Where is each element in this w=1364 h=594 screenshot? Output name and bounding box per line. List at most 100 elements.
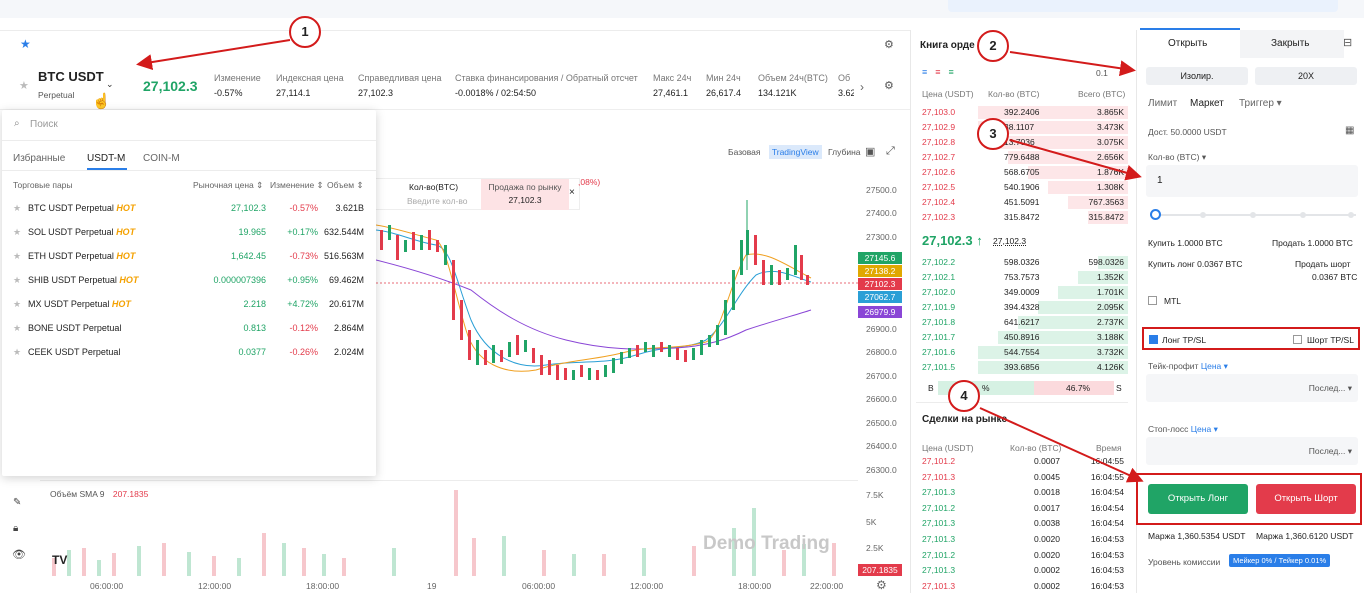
y-tick: 26900.0	[866, 324, 897, 334]
tab-coin-m[interactable]: COIN-M	[143, 153, 180, 164]
orderbook-row[interactable]: 27,102.1 753.7573 1.352K	[916, 270, 1128, 285]
orderbook-row[interactable]: 27,102.0 349.0009 1.701K	[916, 285, 1128, 300]
market-pair: MX USDT Perpetual HOT	[28, 299, 131, 309]
orderbook-step[interactable]: 0.1	[1096, 68, 1108, 78]
chevron-right-icon[interactable]: ›	[860, 80, 864, 94]
orderbook-row[interactable]: 27,101.6 544.7554 3.732K	[916, 345, 1128, 360]
tab-active-underline	[87, 168, 127, 170]
fullscreen-icon[interactable]: ⤢	[886, 145, 895, 157]
tab-close[interactable]: Закрыть	[1271, 38, 1310, 49]
chart-basic-tab[interactable]: Базовая	[728, 147, 761, 157]
market-row[interactable]: ★ BTC USDT Perpetual HOT 27,102.3 -0.57% 3.6…	[2, 196, 376, 220]
quick-sell-button[interactable]: Продажа по рынку 27,102.3	[481, 179, 569, 210]
orderbook-row[interactable]: 27,101.7 450.8916 3.188K	[916, 330, 1128, 345]
star-icon[interactable]: ★	[13, 275, 22, 285]
order-type-market[interactable]: Маркет	[1190, 98, 1224, 109]
search-icon: ⌕	[14, 118, 20, 129]
order-type-trigger[interactable]: Триггер ▾	[1239, 98, 1282, 109]
symbol-name: BTC USDT	[38, 69, 104, 84]
eye-icon[interactable]: 👁︎	[12, 549, 26, 561]
orderbook-row[interactable]: 27,101.8 641.6217 2.737K	[916, 315, 1128, 330]
ticker-bar	[0, 62, 910, 110]
fee-badge[interactable]: Мейкер 0% / Тейкер 0.01%	[1229, 554, 1331, 567]
trade-row: 27,101.3 0.0020 16:04:53	[922, 534, 1124, 544]
stop-loss-input[interactable]: Послед... ▾	[1146, 437, 1358, 465]
qty-label[interactable]: Кол-во (BTC) ▾	[1148, 152, 1207, 162]
star-icon[interactable]: ★	[13, 251, 22, 261]
market-change: -0.57%	[289, 203, 318, 213]
qty-input[interactable]: 1	[1146, 165, 1358, 197]
market-row[interactable]: ★ MX USDT Perpetual HOT 2.218 +4.72% 20.617M	[2, 292, 376, 316]
orderbook-row[interactable]: 27,102.3 315.8472 315.8472	[916, 210, 1128, 225]
qty-slider[interactable]	[1150, 208, 1356, 222]
star-icon[interactable]: ★	[13, 299, 22, 309]
quick-qty-input[interactable]: Введите кол-во	[407, 196, 468, 206]
leverage-button[interactable]: 20X	[1255, 67, 1357, 85]
market-row[interactable]: ★ ETH USDT Perpetual HOT 1,642.45 -0.73% 516…	[2, 244, 376, 268]
open-buttons-highlight-box	[1136, 473, 1362, 525]
symbol-selector[interactable]: BTC USDT Perpetual ⌄	[38, 69, 133, 103]
open-short-button[interactable]: Открыть Шорт	[1256, 484, 1356, 514]
favorite-star-icon[interactable]: ★	[19, 80, 29, 92]
layout-icon[interactable]: ▣	[865, 146, 876, 158]
price-tag: 27062.7	[858, 291, 902, 303]
star-icon[interactable]: ★	[13, 227, 22, 237]
market-volume: 632.544M	[323, 227, 364, 237]
orderbook-mid-price: 27,102.3 ↑	[922, 233, 983, 248]
close-icon[interactable]: ×	[569, 187, 575, 198]
price-chart[interactable]	[376, 170, 858, 480]
hand-cursor-icon: ☝	[92, 93, 111, 110]
star-icon[interactable]: ★	[13, 347, 22, 357]
mtl-checkbox[interactable]	[1148, 296, 1157, 305]
annotation-3: 3	[977, 118, 1009, 150]
trade-row: 27,101.2 0.0020 16:04:53	[922, 549, 1124, 560]
gear-icon[interactable]: ⚙	[876, 578, 887, 592]
orderbook-view-icons[interactable]: ≡≡≡	[922, 67, 962, 77]
settings-sliders-icon[interactable]: ⚙	[884, 39, 894, 51]
take-profit-input[interactable]: Послед... ▾	[1146, 374, 1358, 402]
search-input[interactable]: Поиск	[30, 119, 58, 130]
tab-open[interactable]: Открыть	[1168, 38, 1208, 49]
star-icon[interactable]: ★	[13, 203, 22, 213]
star-icon[interactable]: ★	[20, 37, 31, 51]
market-row[interactable]: ★ CEEK USDT Perpetual 0.0377 -0.26% 2.024M	[2, 340, 376, 364]
orderbook-row[interactable]: 27,102.2 598.0326 598.0326	[916, 255, 1128, 270]
chart-toolbar: Базовая TradingView Глубина	[728, 145, 861, 159]
x-tick: 12:00:00	[198, 581, 232, 591]
orderbook-row[interactable]: 27,102.5 540.1906 1.308K	[916, 180, 1128, 195]
y-tick: 27400.0	[866, 208, 897, 218]
y-tick: 26700.0	[866, 371, 897, 381]
orderbook-row[interactable]: 27,101.5 393.6856 4.126K	[916, 360, 1128, 375]
mtl-label: MTL	[1164, 296, 1181, 306]
chart-depth-tab[interactable]: Глубина	[828, 147, 861, 157]
margin-mode-button[interactable]: Изолир.	[1146, 67, 1248, 85]
tab-usdt-m[interactable]: USDT-M	[87, 153, 126, 164]
market-pair: ETH USDT Perpetual HOT	[28, 251, 136, 261]
orderbook-row[interactable]: 27,102.4 451.5091 767.3563	[916, 195, 1128, 210]
orderbook-row[interactable]: 27,102.6 568.6705 1.876K	[916, 165, 1128, 180]
tab-favorites[interactable]: Избранные	[13, 153, 66, 164]
chart-tradingview-tab[interactable]: TradingView	[768, 145, 822, 159]
long-tpsl-checkbox[interactable]	[1149, 335, 1158, 344]
collapse-panel-icon[interactable]: ⊟	[1343, 37, 1353, 49]
open-long-button[interactable]: Открыть Лонг	[1148, 484, 1248, 514]
order-type-limit[interactable]: Лимит	[1148, 98, 1178, 109]
market-volume: 69.462M	[328, 275, 364, 285]
x-tick: 22:00:00	[810, 581, 844, 591]
orderbook-row[interactable]: 27,102.7 779.6488 2.656K	[916, 150, 1128, 165]
tab-close-bg	[1240, 30, 1344, 58]
star-icon[interactable]: ★	[13, 323, 22, 333]
trade-row: 27,101.3 0.0002 16:04:53	[922, 580, 1124, 591]
calculator-icon[interactable]: ▦	[1345, 125, 1355, 136]
orderbook-row[interactable]: 27,102.9 38.1107 3.473K	[916, 120, 1128, 135]
lock-icon[interactable]: 🔒︎	[13, 523, 19, 534]
market-row[interactable]: ★ BONE USDT Perpetual 0.813 -0.12% 2.864M	[2, 316, 376, 340]
settings-sliders-icon-2[interactable]: ⚙	[884, 80, 894, 92]
ruler-icon[interactable]: ✎	[13, 497, 22, 508]
short-tpsl-checkbox[interactable]	[1293, 335, 1302, 344]
orderbook-row[interactable]: 27,103.0 392.2406 3.865K	[916, 105, 1128, 120]
market-row[interactable]: ★ SOL USDT Perpetual HOT 19.965 +0.17% 632.5…	[2, 220, 376, 244]
market-row[interactable]: ★ SHIB USDT Perpetual HOT 0.000007396 +0.95…	[2, 268, 376, 292]
orderbook-row[interactable]: 27,101.9 394.4328 2.095K	[916, 300, 1128, 315]
market-price: 2.218	[243, 299, 266, 309]
